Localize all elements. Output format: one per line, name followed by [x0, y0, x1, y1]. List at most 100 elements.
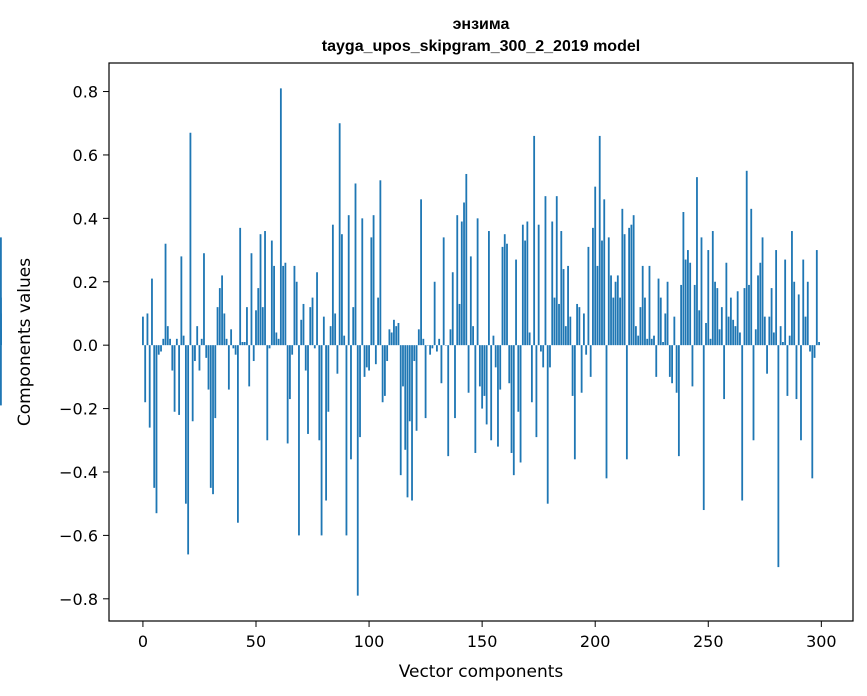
bar: [653, 335, 655, 346]
bar: [483, 345, 486, 396]
bar: [494, 345, 497, 368]
bar: [635, 326, 637, 346]
bar: [797, 294, 800, 346]
bar: [365, 345, 368, 368]
bar: [266, 345, 269, 441]
bar: [469, 256, 472, 346]
x-tick-label: 150: [467, 632, 498, 651]
bar: [648, 265, 651, 346]
bar: [212, 345, 214, 495]
bar: [356, 345, 359, 596]
bar: [200, 338, 203, 346]
y-tick-label: −0.2: [59, 400, 98, 419]
bar: [580, 345, 583, 393]
bar: [481, 345, 484, 409]
bar: [490, 345, 493, 441]
bar: [745, 170, 748, 346]
bar: [460, 221, 463, 346]
bar: [768, 316, 771, 346]
bar: [777, 345, 780, 568]
bar: [732, 319, 735, 346]
x-tick-label: 200: [580, 632, 611, 651]
x-tick-label: 300: [806, 632, 837, 651]
bar: [675, 345, 678, 393]
bar: [576, 303, 579, 346]
bar: [431, 345, 434, 349]
bar: [148, 345, 151, 428]
bar: [372, 215, 375, 346]
bar: [436, 345, 438, 352]
bars-group: [0, 88, 820, 596]
bar: [313, 345, 316, 349]
bar: [169, 338, 171, 346]
bar: [526, 221, 529, 346]
bar: [270, 240, 273, 346]
bar: [666, 281, 669, 346]
bar: [205, 345, 208, 358]
bar: [530, 345, 533, 403]
bar: [268, 345, 271, 349]
bar: [411, 345, 413, 501]
bar: [535, 345, 538, 438]
y-tick-label: −0.6: [59, 526, 98, 545]
bar: [227, 345, 230, 390]
bar: [641, 265, 644, 346]
bar: [180, 256, 183, 346]
y-tick-label: 0.8: [73, 83, 98, 102]
bar: [524, 240, 526, 346]
bar: [519, 345, 522, 463]
bar: [417, 329, 420, 346]
bar: [542, 345, 545, 368]
bar: [173, 345, 176, 412]
bar: [248, 345, 251, 387]
bar: [605, 345, 608, 479]
bar: [354, 183, 357, 346]
y-tick-label: −0.4: [59, 463, 98, 482]
bar: [343, 335, 346, 346]
bar: [657, 278, 660, 346]
bar: [698, 310, 701, 346]
bar: [784, 259, 787, 346]
bar: [650, 338, 653, 346]
bar: [691, 345, 694, 387]
bar: [232, 345, 235, 349]
bar: [275, 332, 278, 346]
bar: [743, 288, 746, 346]
bar: [239, 227, 242, 346]
bar: [668, 345, 671, 377]
bar: [723, 345, 726, 400]
bar: [279, 88, 282, 346]
bar: [467, 345, 470, 393]
bar: [194, 345, 196, 362]
bar: [741, 345, 744, 501]
bar: [157, 345, 160, 355]
x-tick-label: 0: [138, 632, 148, 651]
bar: [474, 345, 477, 453]
bar: [386, 345, 389, 362]
bar: [209, 345, 212, 488]
bar: [711, 231, 714, 346]
bar: [216, 307, 219, 346]
bar: [587, 246, 590, 346]
bar: [184, 345, 187, 504]
bar: [637, 335, 640, 346]
bar: [555, 196, 558, 346]
bar: [506, 243, 508, 346]
bar: [564, 326, 567, 346]
bar: [311, 297, 314, 346]
bar: [422, 338, 425, 346]
bar: [562, 269, 565, 346]
bar: [438, 338, 441, 346]
bar: [465, 173, 468, 346]
bar: [644, 297, 646, 346]
bar: [551, 221, 554, 346]
bar: [540, 345, 542, 352]
bar: [155, 345, 158, 514]
bar: [553, 297, 556, 346]
bar: [198, 345, 201, 371]
bar: [151, 278, 153, 346]
bar: [273, 265, 275, 346]
bar: [761, 237, 764, 346]
